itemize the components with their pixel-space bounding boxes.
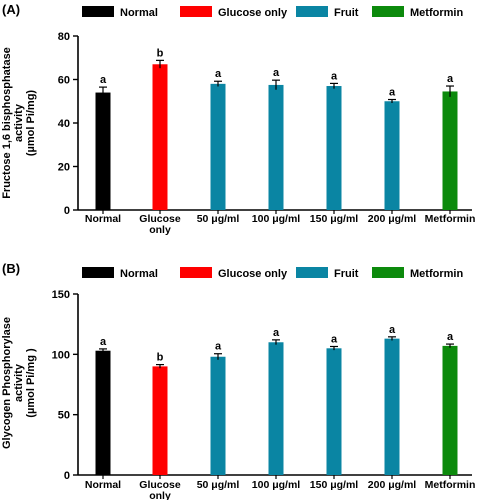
bar: [326, 348, 342, 475]
bar: [384, 338, 400, 475]
significance-label: b: [157, 47, 164, 59]
bar: [95, 92, 111, 210]
bar: [442, 91, 458, 210]
significance-label: a: [215, 68, 222, 80]
y-tick-label: 100: [52, 349, 70, 361]
legend-label: Fruit: [334, 7, 359, 19]
significance-label: b: [157, 352, 164, 364]
significance-label: a: [273, 327, 280, 339]
legend-swatch: [180, 6, 212, 17]
x-tick-label: Glucose: [139, 479, 181, 491]
bar: [384, 101, 400, 210]
x-tick-label: Glucose: [139, 213, 181, 225]
x-tick-label: 200 μg/ml: [368, 213, 417, 225]
x-tick-label: Metformin: [425, 479, 476, 491]
bar: [152, 366, 168, 475]
y-tick-label: 20: [58, 162, 70, 174]
legend-swatch: [296, 6, 328, 17]
legend-swatch: [372, 6, 404, 17]
panel-label: (A): [2, 2, 20, 17]
significance-label: a: [273, 67, 280, 79]
legend-label: Metformin: [410, 7, 463, 19]
legend-label: Fruit: [334, 268, 359, 280]
x-tick-label: 100 μg/ml: [252, 479, 301, 491]
bar: [95, 350, 111, 475]
legend-label: Metformin: [410, 268, 463, 280]
y-tick-label: 0: [64, 205, 70, 217]
y-tick-label: 50: [58, 410, 70, 422]
significance-label: a: [215, 341, 222, 353]
significance-label: a: [447, 73, 454, 85]
x-tick-label: 150 μg/ml: [310, 479, 359, 491]
x-tick-label: only: [149, 224, 171, 236]
x-tick-label: 100 μg/ml: [252, 213, 301, 225]
bar: [268, 84, 284, 210]
y-axis-label: Fructose 1,6 bisphosphatase: [1, 47, 13, 199]
y-axis-label: (µmol Pi/mg): [25, 90, 37, 157]
legend-swatch: [296, 267, 328, 278]
chart-panel: (B) Normal Glucose only Fruit Metformin 0 50 10…: [1, 261, 475, 500]
chart-panel: (A) Normal Glucose only Fruit Metformin 0 20 40…: [1, 2, 475, 236]
x-tick-label: 50 μg/ml: [197, 479, 240, 491]
significance-label: a: [100, 336, 107, 348]
y-tick-label: 150: [52, 289, 70, 301]
y-tick-label: 60: [58, 75, 70, 87]
panel-label: (B): [2, 261, 20, 276]
y-axis-label: Glycogen Phosphorylase: [1, 317, 13, 449]
y-axis-label: (µmol Pi/mg ): [25, 348, 37, 418]
significance-label: a: [389, 87, 396, 99]
y-tick-label: 0: [64, 470, 70, 482]
legend-swatch: [372, 267, 404, 278]
x-tick-label: 150 μg/ml: [310, 213, 359, 225]
significance-label: a: [100, 74, 107, 86]
legend-label: Normal: [120, 7, 158, 19]
legend-label: Glucose only: [218, 268, 288, 280]
bar: [268, 342, 284, 475]
x-tick-label: Normal: [85, 479, 121, 491]
x-tick-label: 200 μg/ml: [368, 479, 417, 491]
x-tick-label: Metformin: [425, 213, 476, 225]
y-tick-label: 80: [58, 31, 70, 43]
y-axis-label: activity: [13, 103, 25, 142]
legend-label: Glucose only: [218, 7, 288, 19]
bar: [210, 83, 226, 210]
bar: [442, 345, 458, 475]
x-tick-label: Normal: [85, 213, 121, 225]
legend-swatch: [180, 267, 212, 278]
legend-swatch: [82, 6, 114, 17]
significance-label: a: [331, 70, 338, 82]
x-tick-label: only: [149, 490, 171, 500]
bar: [210, 356, 226, 475]
bar: [326, 86, 342, 210]
legend-label: Normal: [120, 268, 158, 280]
significance-label: a: [447, 331, 454, 343]
legend-swatch: [82, 267, 114, 278]
x-tick-label: 50 μg/ml: [197, 213, 240, 225]
y-axis-label: activity: [13, 363, 25, 402]
significance-label: a: [389, 324, 396, 336]
significance-label: a: [331, 333, 338, 345]
y-tick-label: 40: [58, 118, 70, 130]
bar: [152, 64, 168, 211]
